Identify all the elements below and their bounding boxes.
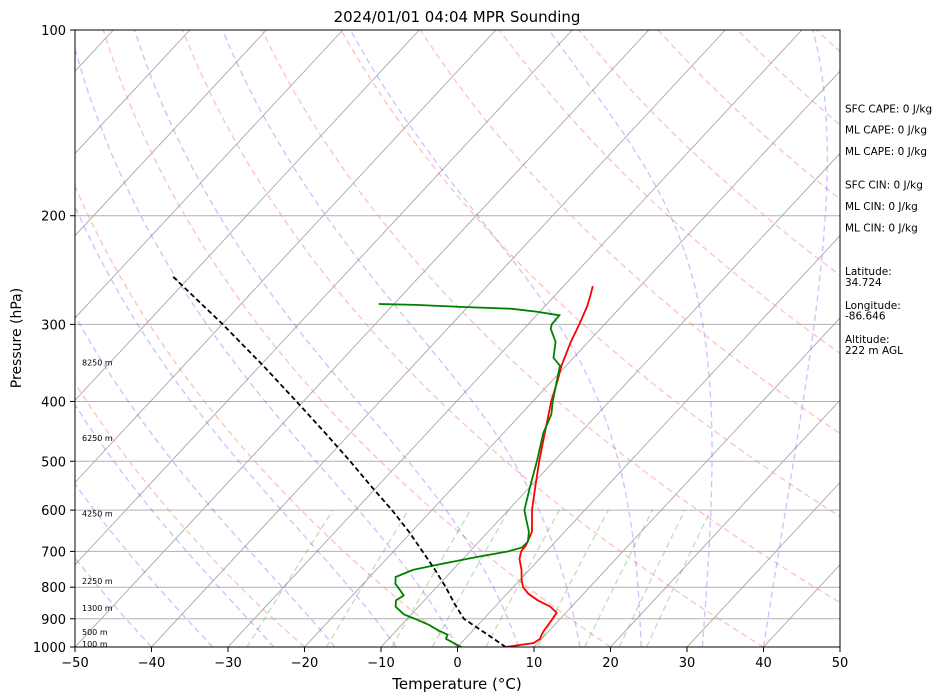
side-annotation: Latitude:	[845, 266, 892, 278]
x-tick-label: 10	[526, 656, 543, 671]
mixing-ratio-line	[645, 509, 712, 647]
moist-adiabat	[548, 30, 713, 647]
moist-adiabat	[75, 403, 275, 647]
y-tick-label: 100	[41, 24, 66, 39]
height-label: 8250 m	[82, 359, 113, 368]
y-tick-label: 500	[41, 455, 66, 470]
x-tick-label: 30	[679, 656, 696, 671]
height-label: 100 m	[82, 640, 108, 649]
side-annotations: SFC CAPE: 0 J/kg ML CAPE: 0 J/kg ML CAPE: …	[845, 103, 932, 356]
mixing-ratio-line	[391, 509, 472, 647]
isotherm-line	[75, 30, 573, 566]
isotherm-line	[75, 30, 650, 647]
side-annotation: -86.646	[845, 310, 886, 322]
side-annotation: ML CIN: 0 J/kg	[845, 201, 918, 213]
isotherm-line	[380, 152, 840, 647]
isotherm-line	[75, 30, 420, 401]
parcel-trace	[171, 274, 507, 647]
mixing-ratio-line	[485, 509, 560, 647]
side-annotation: Longitude:	[845, 300, 901, 312]
x-tick-label: 0	[453, 656, 461, 671]
moist-adiabat	[75, 204, 397, 647]
y-axis-ticks: 100 200 300 400 500 600 700 800 900 1000	[33, 24, 75, 656]
height-label: 4250 m	[82, 510, 113, 519]
side-annotation: Altitude:	[845, 334, 890, 346]
dry-adiabat	[498, 30, 840, 355]
sounding-traces	[171, 274, 594, 647]
chart-title: 2024/01/01 04:04 MPR Sounding	[334, 8, 581, 26]
dry-adiabat	[75, 184, 458, 647]
mixing-ratio-line	[325, 509, 409, 647]
isotherm-line	[304, 70, 840, 647]
moist-adiabat	[221, 30, 581, 647]
temperature-trace	[505, 285, 594, 647]
isotherm-line	[686, 481, 840, 647]
mixing-ratio-line	[431, 509, 510, 647]
dry-adiabat	[75, 381, 305, 647]
mixing-ratio-line	[537, 509, 609, 647]
x-axis-label: Temperature (°C)	[391, 675, 521, 693]
mixing-ratio-line	[246, 509, 334, 647]
side-annotation: SFC CIN: 0 J/kg	[845, 180, 923, 192]
moist-adiabat	[75, 46, 459, 647]
moist-adiabat	[75, 482, 214, 647]
height-label: 1300 m	[82, 604, 113, 613]
y-axis-label: Pressure (hPa)	[9, 288, 25, 388]
isotherm-line	[610, 399, 840, 647]
plot-background	[75, 30, 840, 647]
isotherm-line	[75, 30, 267, 237]
x-tick-label: −30	[214, 656, 241, 671]
isotherm-line	[75, 30, 497, 484]
x-tick-label: −50	[61, 656, 88, 671]
y-tick-label: 800	[41, 581, 66, 596]
x-tick-label: −40	[138, 656, 165, 671]
moist-adiabat	[133, 30, 520, 647]
moist-adiabat	[75, 314, 336, 647]
y-tick-label: 900	[41, 613, 66, 628]
x-tick-label: −20	[291, 656, 318, 671]
isotherm-line	[75, 30, 344, 319]
isotherm-line	[917, 30, 947, 647]
dry-adiabat	[102, 30, 611, 647]
y-tick-label: 700	[41, 545, 66, 560]
dry-adiabat	[896, 30, 947, 647]
dry-adiabat	[181, 30, 764, 647]
x-tick-label: −10	[367, 656, 394, 671]
isotherm-line	[227, 30, 803, 647]
dewpoint-trace	[378, 303, 562, 647]
side-annotation: ML CAPE: 0 J/kg	[845, 146, 927, 158]
x-tick-label: 40	[755, 656, 772, 671]
height-label: 2250 m	[82, 577, 113, 586]
isotherm-line	[75, 30, 191, 155]
side-annotation: ML CIN: 0 J/kg	[845, 223, 918, 235]
side-annotation: 222 m AGL	[845, 345, 903, 357]
y-tick-label: 400	[41, 395, 66, 410]
moist-adiabat	[349, 30, 642, 647]
x-tick-label: 20	[602, 656, 619, 671]
side-annotation: SFC CAPE: 0 J/kg	[845, 103, 932, 115]
y-tick-label: 1000	[33, 641, 66, 656]
y-tick-label: 300	[41, 318, 66, 333]
isotherm-line	[533, 317, 840, 647]
isotherm-line	[151, 30, 726, 647]
height-label: 6250 m	[82, 434, 113, 443]
mixing-ratio-line	[618, 509, 686, 647]
y-tick-label: 600	[41, 504, 66, 519]
isotherm-line	[457, 235, 840, 647]
height-labels: 100 m 500 m 1300 m 2250 m 4250 m 6250 m 8250 m	[82, 359, 113, 649]
side-annotation: ML CAPE: 0 J/kg	[845, 125, 927, 137]
y-tick-label: 200	[41, 210, 66, 225]
mixing-ratio-line	[584, 509, 654, 647]
x-tick-label: 50	[832, 656, 849, 671]
side-annotation: 34.724	[845, 277, 882, 289]
moist-adiabat	[762, 30, 829, 647]
height-label: 500 m	[82, 628, 108, 637]
x-axis-ticks: −50 −40 −30 −20 −10 0 10 20 30 40 50	[61, 647, 848, 671]
background-lines	[75, 30, 947, 647]
